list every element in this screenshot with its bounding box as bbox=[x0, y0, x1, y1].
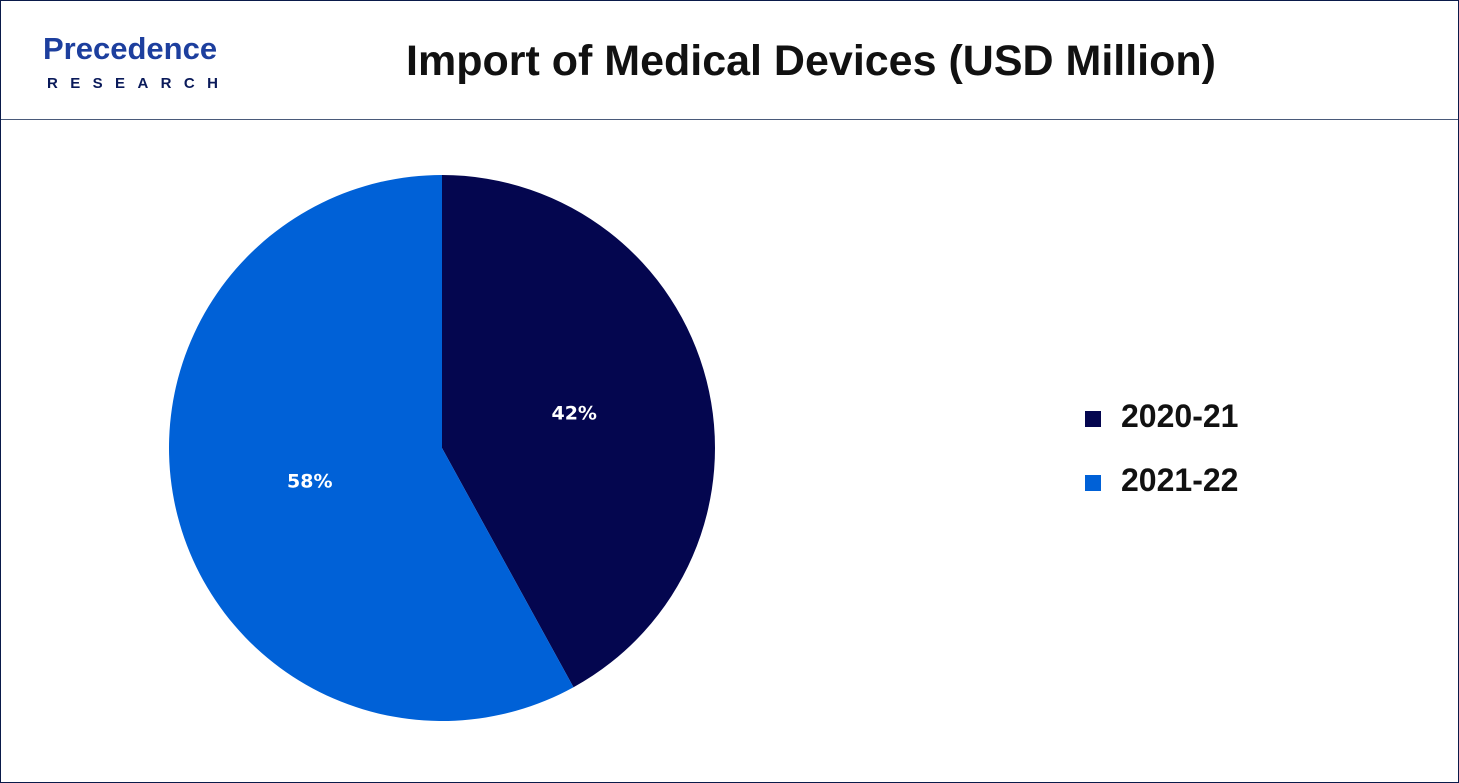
chart-title: Import of Medical Devices (USD Million) bbox=[406, 37, 1216, 85]
legend-label: 2021-22 bbox=[1121, 462, 1239, 498]
slice-label-2020-21: 42% bbox=[551, 403, 596, 425]
legend-label: 2020-21 bbox=[1121, 398, 1239, 434]
pie-slice-2020-21 bbox=[442, 175, 715, 688]
brand-logo: Precedence RESEARCH bbox=[43, 31, 273, 97]
legend-swatch bbox=[1085, 411, 1101, 427]
logo-tagline: RESEARCH bbox=[47, 75, 231, 92]
logo-wordmark: Precedence bbox=[43, 31, 218, 66]
pie-slice-2021-22 bbox=[168, 175, 574, 721]
chart-header: Precedence RESEARCH Import of Medical De… bbox=[1, 1, 1458, 120]
pie-chart: 42% 58% bbox=[168, 175, 715, 721]
slice-label-2021-22: 58% bbox=[287, 470, 332, 492]
legend-swatch bbox=[1085, 475, 1101, 491]
